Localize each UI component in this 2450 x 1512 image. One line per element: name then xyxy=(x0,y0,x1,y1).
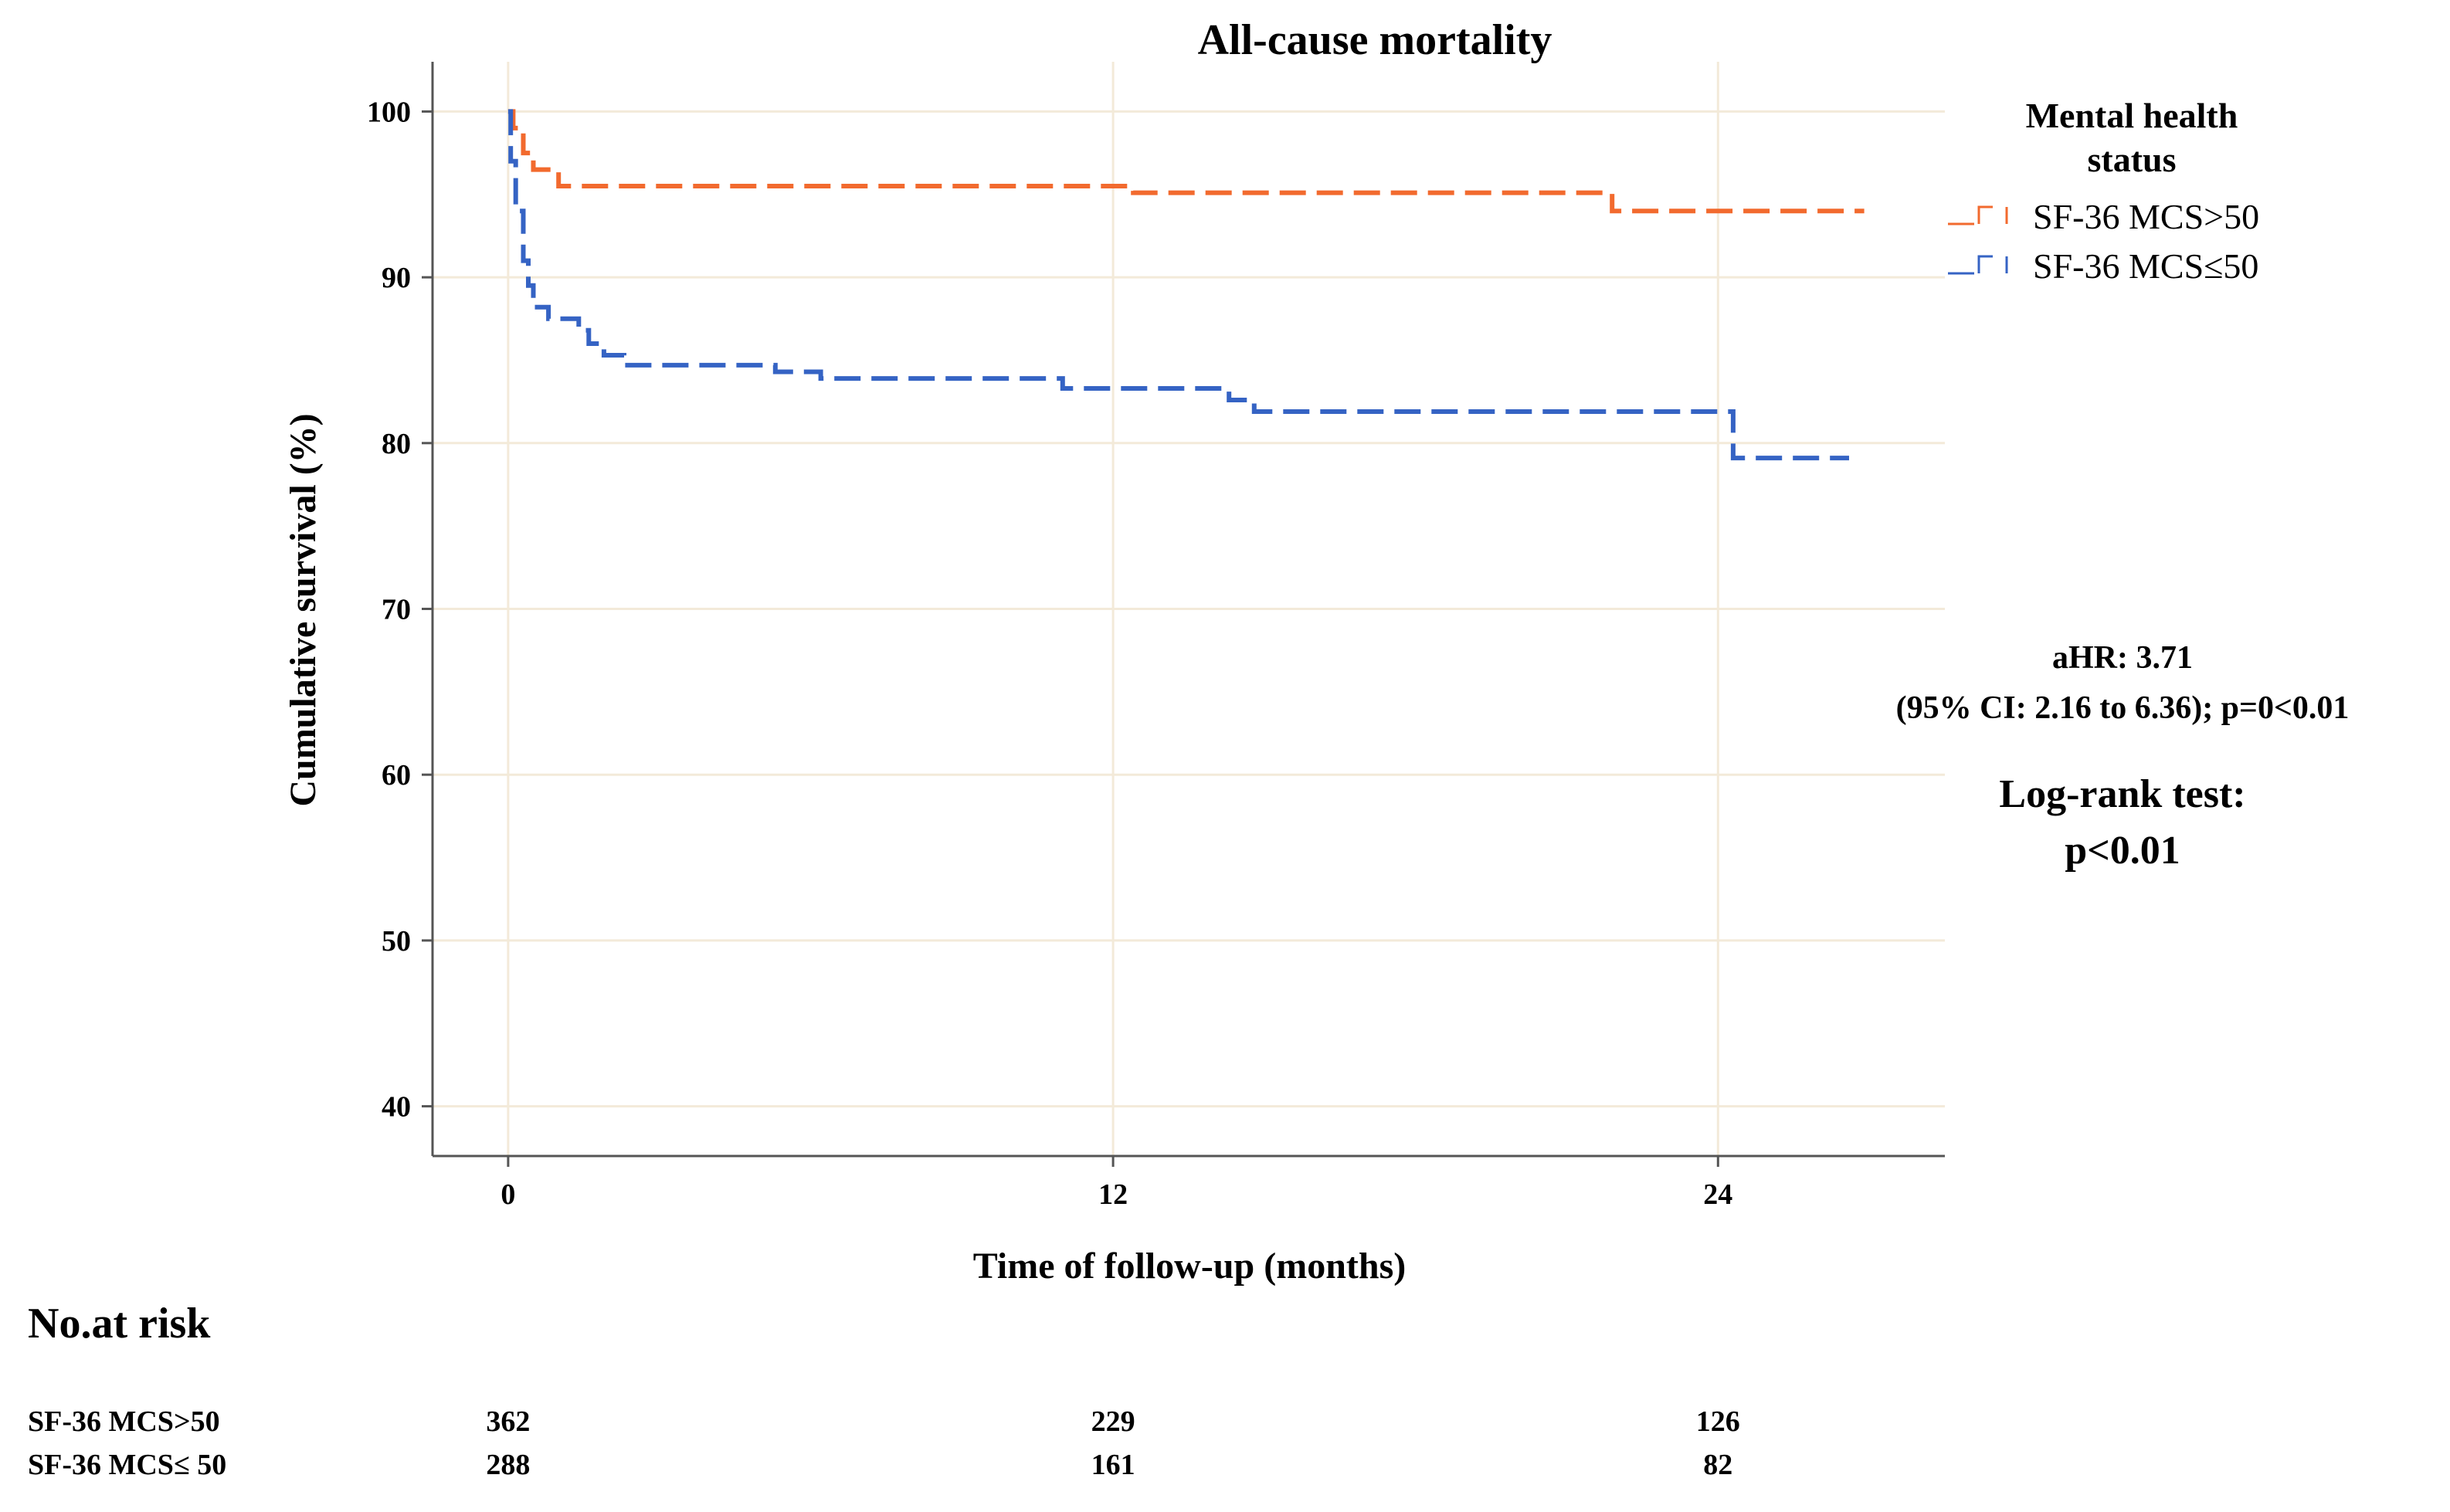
risk-row-label-2: SF-36 MCS≤ 50 xyxy=(28,1449,226,1481)
x-tick-label-12: 12 xyxy=(1098,1178,1128,1211)
y-tick-label-60: 60 xyxy=(382,759,411,792)
series-line-mcs-le-50 xyxy=(507,109,1849,461)
risk-value-r1-c2: 229 xyxy=(1091,1405,1135,1438)
risk-value-r2-c3: 82 xyxy=(1703,1449,1732,1481)
legend: Mental health status SF-36 MCS>50 SF-36 M… xyxy=(1948,96,2259,286)
legend-title-line2: status xyxy=(2087,140,2176,179)
risk-table: SF-36 MCS>50 362 229 126 SF-36 MCS≤ 50 288 161… xyxy=(28,1405,1740,1481)
logrank-label: Log-rank test: xyxy=(1999,772,2245,816)
legend-title-line1: Mental health xyxy=(2026,96,2238,135)
legend-entry-label-1: SF-36 MCS>50 xyxy=(2033,197,2259,236)
legend-symbol-1 xyxy=(1948,205,2008,225)
x-axis-label: Time of follow-up (months) xyxy=(973,1246,1406,1287)
risk-row-label-1: SF-36 MCS>50 xyxy=(28,1405,220,1438)
risk-value-r1-c3: 126 xyxy=(1696,1405,1740,1438)
ahr-ci-text: (95% CI: 2.16 to 6.36); p=0<0.01 xyxy=(1896,690,2350,726)
chart-title: All-cause mortality xyxy=(1198,16,1552,64)
risk-table-title: No.at risk xyxy=(28,1300,211,1348)
y-tick-label-80: 80 xyxy=(382,428,411,460)
x-tick-label-0: 0 xyxy=(501,1178,515,1211)
legend-entry-label-2: SF-36 MCS≤50 xyxy=(2033,246,2258,286)
series-lines xyxy=(507,109,1865,461)
grid-lines xyxy=(433,62,1945,1156)
y-axis-label: Cumulative survival (%) xyxy=(283,413,324,806)
y-tick-label-70: 70 xyxy=(382,594,411,626)
x-tick-label-24: 24 xyxy=(1703,1178,1732,1211)
y-tick-label-100: 100 xyxy=(367,96,411,128)
series-line-mcs-gt-50 xyxy=(507,109,1865,214)
risk-value-r1-c1: 362 xyxy=(486,1405,530,1438)
y-tick-label-40: 40 xyxy=(382,1091,411,1124)
legend-symbol-2 xyxy=(1948,255,2008,275)
ahr-text: aHR: 3.71 xyxy=(2052,640,2193,676)
y-tick-label-90: 90 xyxy=(382,262,411,294)
y-tick-label-50: 50 xyxy=(382,925,411,958)
risk-value-r2-c2: 161 xyxy=(1091,1449,1135,1481)
risk-value-r2-c1: 288 xyxy=(486,1449,530,1481)
logrank-p-value: p<0.01 xyxy=(2065,829,2180,873)
tick-labels: 40 50 60 70 80 90 100 0 12 24 xyxy=(367,96,1732,1211)
